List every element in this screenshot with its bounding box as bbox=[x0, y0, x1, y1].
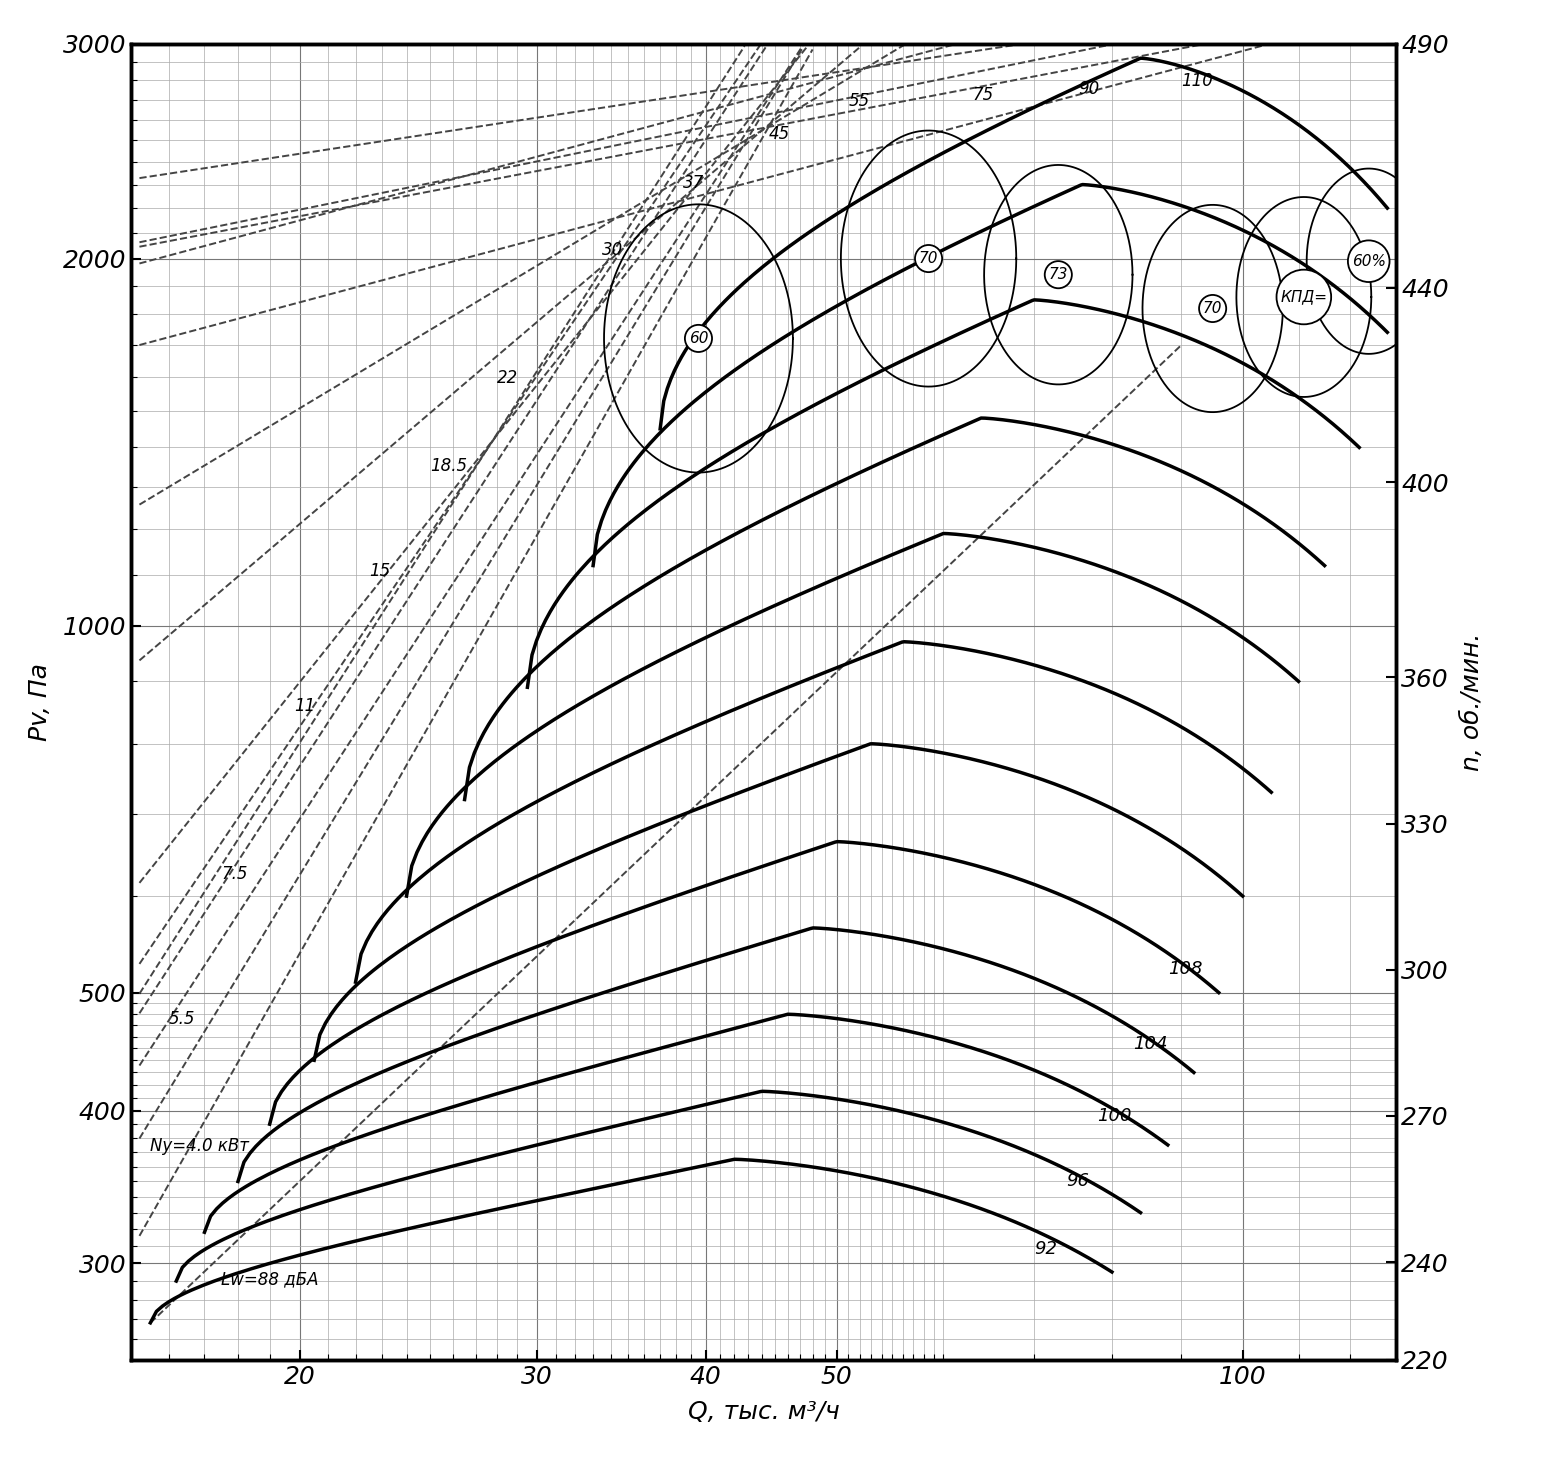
Text: Ny=4.0 кВт: Ny=4.0 кВт bbox=[150, 1137, 250, 1155]
Text: 60%: 60% bbox=[1352, 254, 1386, 269]
Text: 30: 30 bbox=[602, 241, 623, 259]
Text: 100: 100 bbox=[1097, 1107, 1131, 1126]
Text: 22: 22 bbox=[497, 368, 518, 387]
Text: 70: 70 bbox=[918, 251, 938, 266]
Text: КПД=: КПД= bbox=[1281, 289, 1327, 304]
Text: Lw=88 дБА: Lw=88 дБА bbox=[222, 1270, 319, 1288]
Text: 104: 104 bbox=[1134, 1035, 1168, 1053]
Text: 11: 11 bbox=[293, 697, 315, 715]
Text: 75: 75 bbox=[972, 86, 994, 104]
Text: 110: 110 bbox=[1180, 72, 1213, 91]
Text: 108: 108 bbox=[1168, 961, 1202, 978]
X-axis label: Q, тыс. м³/ч: Q, тыс. м³/ч bbox=[688, 1399, 839, 1424]
Text: 37: 37 bbox=[684, 174, 705, 192]
Text: 5.5: 5.5 bbox=[170, 1010, 196, 1028]
Text: 96: 96 bbox=[1066, 1173, 1089, 1190]
Text: 18.5: 18.5 bbox=[430, 456, 468, 475]
Text: 60: 60 bbox=[688, 330, 708, 346]
Y-axis label: n, об./мин.: n, об./мин. bbox=[1460, 633, 1484, 770]
Text: 55: 55 bbox=[849, 92, 869, 110]
Text: 7.5: 7.5 bbox=[222, 866, 248, 883]
Text: 90: 90 bbox=[1079, 80, 1099, 98]
Text: 45: 45 bbox=[768, 124, 790, 142]
Text: 70: 70 bbox=[1204, 301, 1222, 316]
Text: 73: 73 bbox=[1049, 268, 1068, 282]
Text: 92: 92 bbox=[1034, 1240, 1057, 1259]
Y-axis label: Pv, Па: Pv, Па bbox=[28, 662, 51, 741]
Text: 15: 15 bbox=[369, 561, 390, 580]
